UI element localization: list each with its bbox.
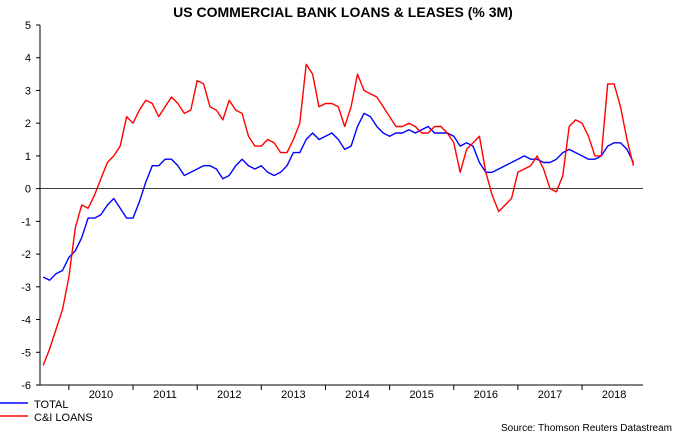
y-tick-label: -6 bbox=[21, 380, 31, 392]
x-tick-label: 2012 bbox=[217, 389, 241, 401]
y-tick-label: 1 bbox=[25, 151, 31, 163]
y-tick-label: -3 bbox=[21, 282, 31, 294]
series-line-total bbox=[42, 112, 635, 281]
y-axis-ticks: 5 4 3 2 1 0 -1 -2 -3 -4 -5 -6 bbox=[21, 20, 40, 392]
legend-label-total: TOTAL bbox=[34, 399, 68, 411]
y-tick-label: -4 bbox=[21, 315, 31, 327]
x-tick-label: 2014 bbox=[345, 389, 369, 401]
series-lines bbox=[42, 63, 635, 366]
series-line-ci-loans bbox=[42, 63, 635, 366]
x-tick-label: 2010 bbox=[89, 389, 113, 401]
plot-area bbox=[39, 25, 643, 386]
y-tick-label: -1 bbox=[21, 216, 31, 228]
x-tick-label: 2013 bbox=[281, 389, 305, 401]
legend-label-ci-loans: C&I LOANS bbox=[34, 412, 93, 424]
y-tick-label: 5 bbox=[25, 20, 31, 32]
chart-title: US COMMERCIAL BANK LOANS & LEASES (% 3M) bbox=[173, 4, 513, 20]
x-axis-ticks: 2010 2011 2012 2013 2014 2015 2016 2017 2018 bbox=[68, 385, 626, 401]
legend: TOTAL C&I LOANS bbox=[0, 399, 93, 424]
y-tick-label: 2 bbox=[25, 118, 31, 130]
x-tick-label: 2015 bbox=[409, 389, 433, 401]
y-tick-label: -5 bbox=[21, 347, 31, 359]
y-tick-label: -2 bbox=[21, 249, 31, 261]
y-tick-label: 0 bbox=[25, 184, 31, 196]
y-tick-label: 3 bbox=[25, 85, 31, 97]
x-tick-label: 2018 bbox=[602, 389, 626, 401]
x-tick-label: 2017 bbox=[538, 389, 562, 401]
y-tick-label: 4 bbox=[25, 53, 31, 65]
source-note: Source: Thomson Reuters Datastream bbox=[501, 423, 672, 434]
x-tick-label: 2011 bbox=[153, 389, 177, 401]
x-tick-label: 2016 bbox=[474, 389, 498, 401]
